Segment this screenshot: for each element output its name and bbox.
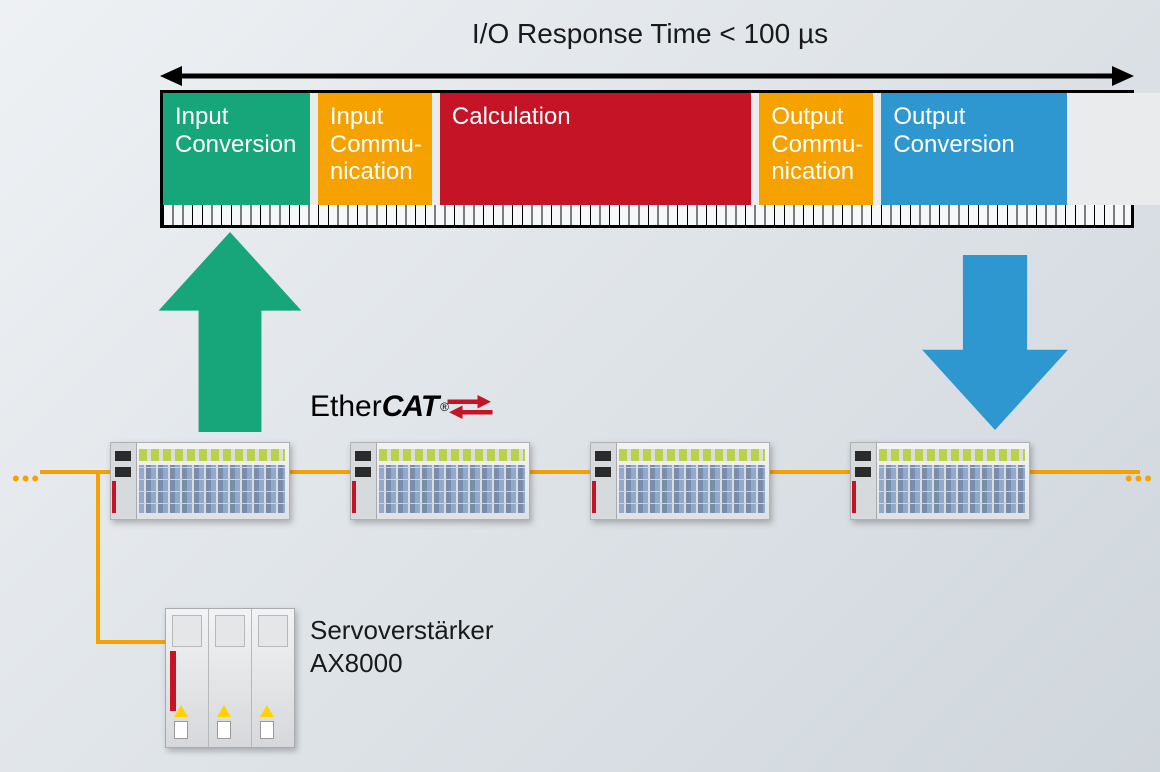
- ethercat-logo: EtherCAT®: [310, 390, 493, 424]
- timeline-ruler: [163, 205, 1131, 225]
- timeline-segments: InputConversionInputCommu-nicationCalcul…: [163, 93, 1131, 205]
- io-terminal-block: [350, 442, 530, 520]
- bus-continues-left-icon: •••: [12, 466, 41, 492]
- output-arrow-down: [920, 255, 1070, 430]
- timeline-tail: [1075, 93, 1160, 205]
- servo-drop-line: [96, 474, 100, 644]
- bus-continues-right-icon: •••: [1125, 466, 1154, 492]
- timeline-segment: OutputConversion: [881, 93, 1075, 205]
- io-terminal-block: [590, 442, 770, 520]
- ethercat-arrows-icon: [447, 392, 493, 422]
- io-terminal-block: [850, 442, 1030, 520]
- timeline-segment: InputConversion: [163, 93, 318, 205]
- title: I/O Response Time < 100 µs: [160, 18, 1140, 50]
- timeline: InputConversionInputCommu-nicationCalcul…: [160, 90, 1134, 228]
- servo-module: [252, 609, 294, 747]
- ethercat-text-bold: CAT: [382, 390, 438, 424]
- input-arrow-up: [155, 232, 305, 432]
- diagram-stage: I/O Response Time < 100 µs InputConversi…: [0, 0, 1160, 772]
- timeline-segment: InputCommu-nication: [318, 93, 440, 205]
- servo-module: [166, 609, 209, 747]
- servo-label-line1: Servoverstärker: [310, 614, 494, 647]
- response-time-arrow: [160, 62, 1134, 90]
- servo-label: Servoverstärker AX8000: [310, 614, 494, 679]
- timeline-segment: OutputCommu-nication: [759, 93, 881, 205]
- servo-module: [209, 609, 252, 747]
- servo-label-line2: AX8000: [310, 647, 494, 680]
- servo-amplifier: [165, 608, 295, 748]
- timeline-segment: Calculation: [440, 93, 759, 205]
- io-terminal-block: [110, 442, 290, 520]
- ethercat-text-pre: Ether: [310, 390, 382, 424]
